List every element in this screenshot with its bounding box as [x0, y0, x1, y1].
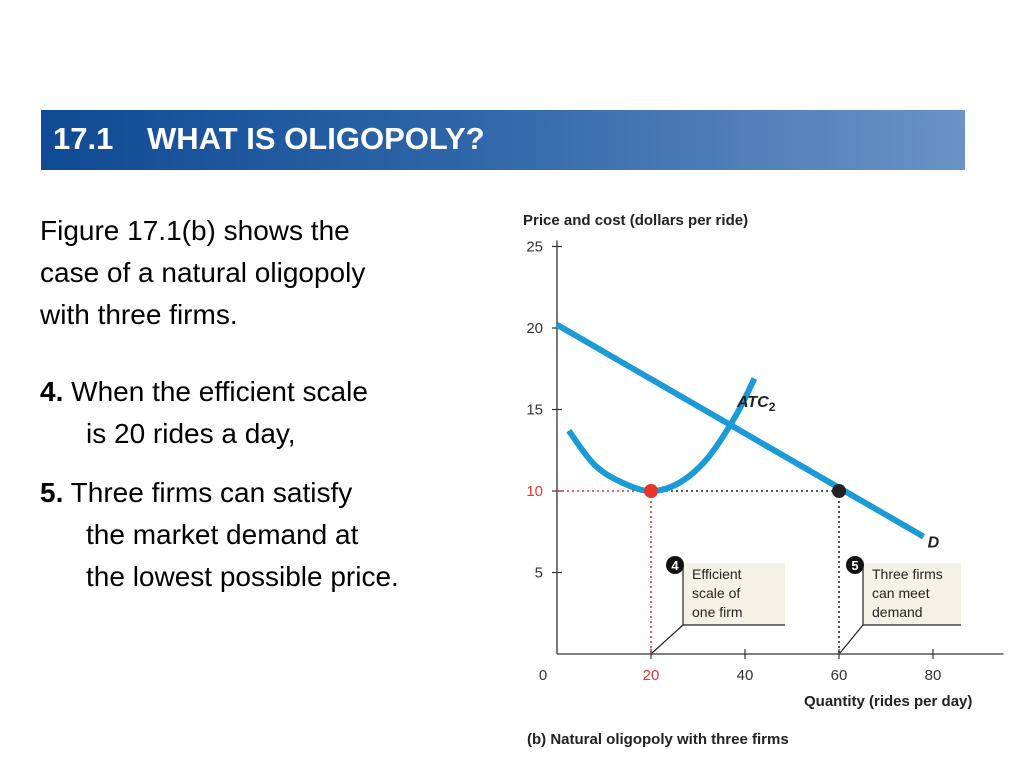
point-4-line: When the efficient scale	[71, 376, 368, 407]
y-tick-label: 25	[526, 239, 543, 256]
x-tick-label: 20	[643, 667, 660, 684]
x-tick-label: 80	[925, 667, 942, 684]
three-firms-callout	[863, 563, 961, 625]
demand-label: D	[928, 535, 940, 552]
chart-caption: (b) Natural oligopoly with three firms	[527, 731, 789, 748]
callout-text: scale of	[692, 585, 740, 601]
y-tick-label: 5	[535, 565, 543, 582]
callout-text: demand	[872, 604, 923, 620]
callout-leader	[651, 624, 684, 654]
atc-label-subscript: 2	[769, 400, 776, 414]
point-5-line: Three firms can satisfy	[70, 477, 353, 508]
point-4-line: is 20 rides a day,	[86, 418, 296, 449]
atc-label: ATC2	[736, 394, 776, 414]
callout-number-badge	[666, 556, 684, 574]
efficient-scale-callout	[683, 563, 785, 625]
y-tick-label: 20	[526, 320, 543, 337]
callout-text: can meet	[872, 585, 930, 601]
intro-line: with three firms.	[40, 299, 238, 330]
title-banner: 17.1 WHAT IS OLIGOPOLY?	[41, 110, 965, 170]
callout-leader	[839, 624, 864, 654]
callout-text: Three firms	[872, 566, 943, 582]
atc-curve	[566, 377, 758, 495]
x-tick-label: 40	[737, 667, 754, 684]
callout-number: 4	[671, 558, 679, 573]
callout-text: one firm	[692, 604, 743, 620]
intro-paragraph: Figure 17.1(b) shows the case of a natur…	[40, 210, 365, 336]
callout-number: 5	[851, 558, 858, 573]
demand-curve	[555, 322, 926, 540]
y-axis-label: Price and cost (dollars per ride)	[523, 212, 748, 229]
point-5-number: 5.	[40, 477, 64, 508]
callout-number-badge	[846, 556, 864, 574]
x-tick-label: 60	[831, 667, 848, 684]
section-number: 17.1	[53, 121, 114, 156]
point-4: 4. When the efficient scale is 20 rides …	[40, 371, 368, 455]
x-tick-label: 0	[539, 667, 547, 684]
market-demand-point	[832, 484, 846, 498]
intro-line: case of a natural oligopoly	[40, 257, 366, 288]
x-axis-label: Quantity (rides per day)	[804, 693, 972, 710]
efficient-scale-point	[644, 484, 658, 498]
point-5: 5. Three firms can satisfy the market de…	[40, 472, 399, 598]
y-tick-label: 10	[526, 483, 543, 500]
y-tick-label: 15	[526, 402, 543, 419]
section-title: WHAT IS OLIGOPOLY?	[147, 121, 485, 156]
point-5-line: the market demand at	[86, 519, 359, 550]
point-5-line: the lowest possible price.	[86, 561, 399, 592]
intro-line: Figure 17.1(b) shows the	[40, 215, 350, 246]
point-4-number: 4.	[40, 376, 64, 407]
callout-text: Efficient	[692, 566, 742, 582]
